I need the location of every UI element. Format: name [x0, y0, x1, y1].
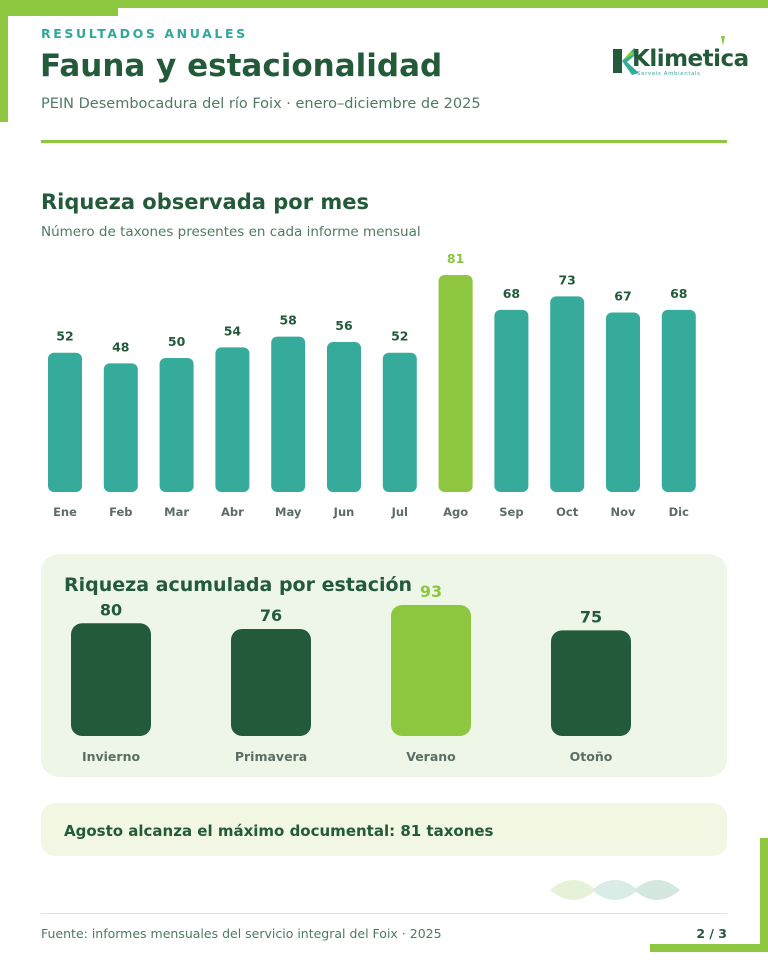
page-subtitle: PEIN Desembocadura del río Foix · enero–… [41, 96, 481, 112]
season-bar-1 [231, 628, 311, 736]
x-tick-label: Jun [333, 505, 355, 519]
bar-value-label: 73 [558, 272, 575, 287]
highlight-callout [41, 803, 727, 856]
season-bar-0 [71, 623, 151, 736]
x-tick-label: Nov [610, 505, 636, 519]
season-value-label: 75 [580, 607, 602, 626]
season-tick-label: Otoño [570, 749, 613, 764]
bar-value-label: 68 [670, 286, 687, 301]
seasonal-richness-chart: 80 Invierno 76 Primavera 93 Verano 75 Otoño [71, 582, 631, 764]
bar-jul [382, 352, 417, 492]
footer-source: Fuente: informes mensuales del servicio … [41, 926, 442, 941]
x-tick-label: May [275, 505, 302, 519]
footer-divider [41, 913, 727, 914]
left-corner-accent [0, 0, 8, 122]
season-tick-label: Invierno [82, 749, 141, 764]
bar-jun [327, 341, 361, 492]
x-tick-label: Ago [443, 505, 468, 519]
x-tick-label: Ene [53, 505, 77, 519]
bottom-accent-bar [650, 944, 768, 952]
bar-ago [438, 275, 473, 492]
bar-value-label: 54 [224, 323, 242, 338]
bar-value-label: 68 [503, 286, 520, 301]
season-tick-label: Verano [406, 749, 456, 764]
seasonal-chart-title: Riqueza acumulada por estación [64, 574, 413, 596]
bar-mar [159, 358, 194, 492]
bar-value-label: 50 [168, 334, 186, 349]
bar-value-label: 67 [614, 289, 631, 304]
bar-value-label: 56 [335, 318, 353, 333]
bar-value-label: 81 [447, 251, 464, 266]
x-tick-label: Mar [164, 505, 189, 519]
page-title: Fauna y estacionalidad [40, 48, 443, 84]
monthly-chart-subtitle: Número de taxones presentes en cada info… [41, 224, 421, 240]
klimetica-logo: Klimetica Serveis Ambientals [608, 36, 749, 80]
highlight-text: Agosto alcanza el máximo documental: 81 … [64, 822, 494, 840]
right-corner-accent [760, 838, 768, 952]
bar-may [271, 336, 306, 492]
season-tick-label: Primavera [235, 749, 307, 764]
logo-wordmark: Klimetica [632, 46, 749, 72]
bar-nov [606, 312, 640, 492]
top-corner-accent [0, 0, 118, 16]
x-tick-label: Jul [391, 505, 408, 519]
bar-value-label: 48 [112, 339, 129, 354]
logo-spark-icon [721, 36, 725, 46]
top-accent-bar [118, 0, 768, 8]
x-tick-label: Dic [669, 505, 689, 519]
season-value-label: 93 [420, 582, 442, 601]
kicker: RESULTADOS ANUALES [41, 26, 248, 41]
x-tick-label: Sep [499, 505, 523, 519]
season-bar-3 [551, 630, 631, 736]
page-number: 2 / 3 [696, 926, 727, 941]
bar-ene [48, 352, 82, 492]
bar-dic [661, 309, 696, 492]
bar-feb [103, 363, 138, 492]
logo-mark-icon [613, 48, 639, 75]
leaf-decoration-icon [550, 880, 680, 900]
monthly-richness-chart: 52 Ene 48 Feb 50 Mar 54 Abr 58 May 56 Jun 52 Jul 81 Ago… [48, 251, 696, 519]
header-divider [41, 140, 727, 143]
bar-value-label: 52 [56, 329, 73, 344]
bar-sep [494, 309, 529, 492]
bar-abr [215, 347, 250, 492]
x-tick-label: Feb [109, 505, 132, 519]
bar-value-label: 52 [391, 329, 408, 344]
x-tick-label: Abr [221, 505, 244, 519]
bar-oct [550, 296, 585, 492]
season-value-label: 76 [260, 606, 282, 625]
bar-value-label: 58 [279, 313, 296, 328]
monthly-chart-title: Riqueza observada por mes [41, 190, 369, 214]
x-tick-label: Oct [556, 505, 579, 519]
season-bar-2 [391, 605, 471, 736]
season-value-label: 80 [100, 600, 122, 619]
logo-tagline: Serveis Ambientals [637, 71, 701, 77]
